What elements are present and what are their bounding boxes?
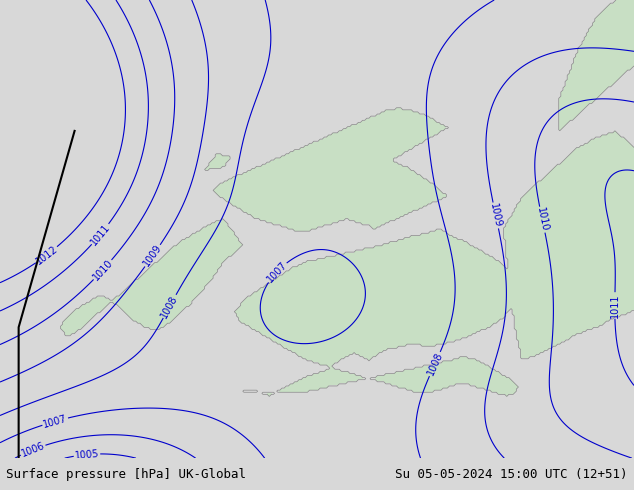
Text: 1010: 1010 <box>535 207 550 233</box>
Text: 1007: 1007 <box>265 260 289 284</box>
Text: 1006: 1006 <box>20 441 46 459</box>
Text: 1005: 1005 <box>74 448 100 461</box>
Text: 1010: 1010 <box>91 257 115 282</box>
Text: 1007: 1007 <box>42 413 68 430</box>
Text: 1012: 1012 <box>34 244 60 267</box>
Text: 1011: 1011 <box>89 221 112 247</box>
Text: 1008: 1008 <box>159 293 180 319</box>
Text: Surface pressure [hPa] UK-Global: Surface pressure [hPa] UK-Global <box>6 468 247 481</box>
Text: Su 05-05-2024 15:00 UTC (12+51): Su 05-05-2024 15:00 UTC (12+51) <box>395 468 628 481</box>
Text: 1009: 1009 <box>488 202 503 228</box>
Text: 1008: 1008 <box>425 351 444 377</box>
Text: 1009: 1009 <box>141 243 164 269</box>
Text: 1011: 1011 <box>610 293 620 318</box>
